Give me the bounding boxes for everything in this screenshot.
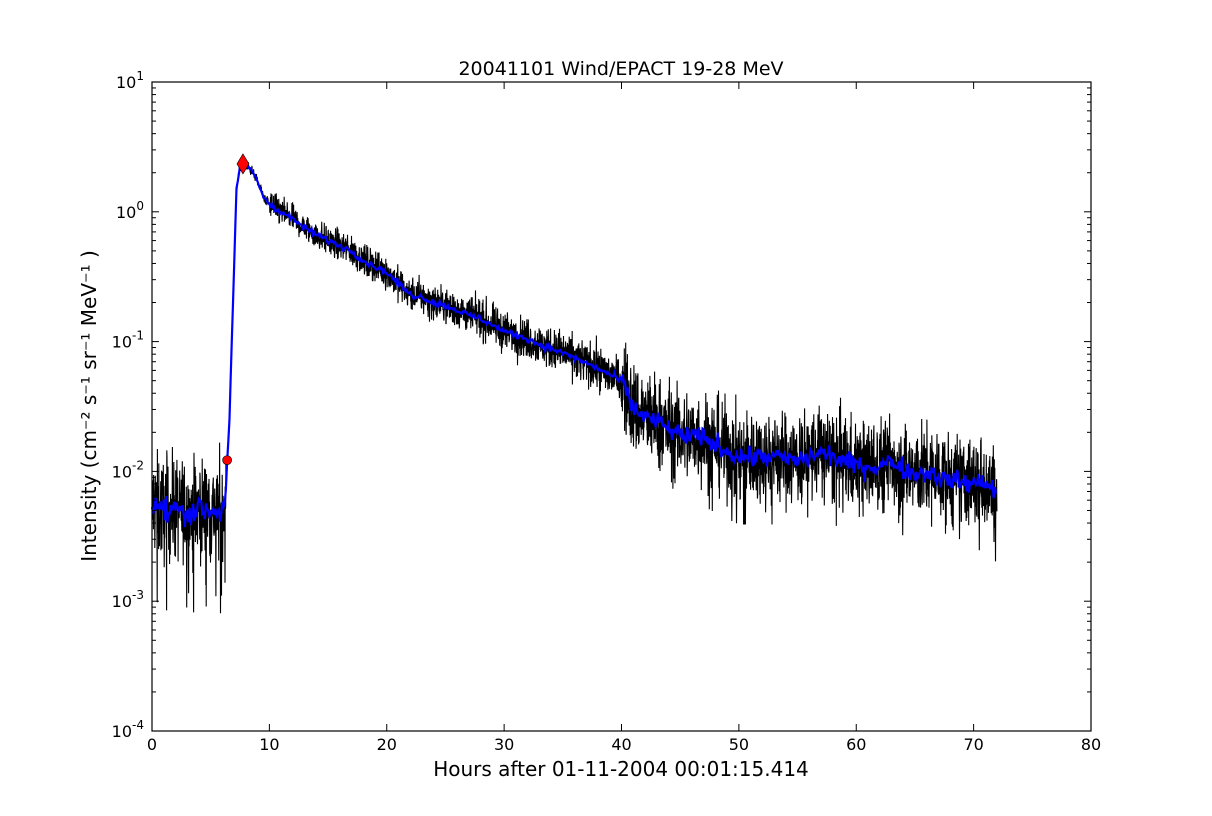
x-tick-label: 80 bbox=[1081, 735, 1101, 754]
y-tick-label: 10-4 bbox=[112, 718, 144, 741]
x-tick-label: 70 bbox=[963, 735, 983, 754]
smoothed-intensity-line bbox=[150, 163, 997, 528]
onset-marker bbox=[222, 455, 232, 465]
x-tick-label: 20 bbox=[377, 735, 397, 754]
y-tick-label: 10-1 bbox=[112, 329, 144, 352]
x-tick-label: 10 bbox=[259, 735, 279, 754]
x-axis-label: Hours after 01-11-2004 00:01:15.414 bbox=[433, 757, 809, 781]
y-tick-label: 100 bbox=[116, 199, 144, 222]
y-axis-label: Intensity (cm⁻² s⁻¹ sr⁻¹ MeV⁻¹ ) bbox=[77, 250, 101, 562]
raw-intensity-line bbox=[151, 160, 998, 614]
x-tick-label: 50 bbox=[729, 735, 749, 754]
peak-marker bbox=[236, 153, 250, 175]
y-tick-label: 10-3 bbox=[112, 588, 144, 611]
y-tick-label: 10-2 bbox=[112, 458, 144, 481]
x-tick-label: 30 bbox=[494, 735, 514, 754]
chart-title: 20041101 Wind/EPACT 19-28 MeV bbox=[458, 58, 783, 80]
x-tick-label: 0 bbox=[147, 735, 157, 754]
x-tick-label: 60 bbox=[846, 735, 866, 754]
x-tick-label: 40 bbox=[611, 735, 631, 754]
y-tick-label: 101 bbox=[116, 69, 144, 92]
